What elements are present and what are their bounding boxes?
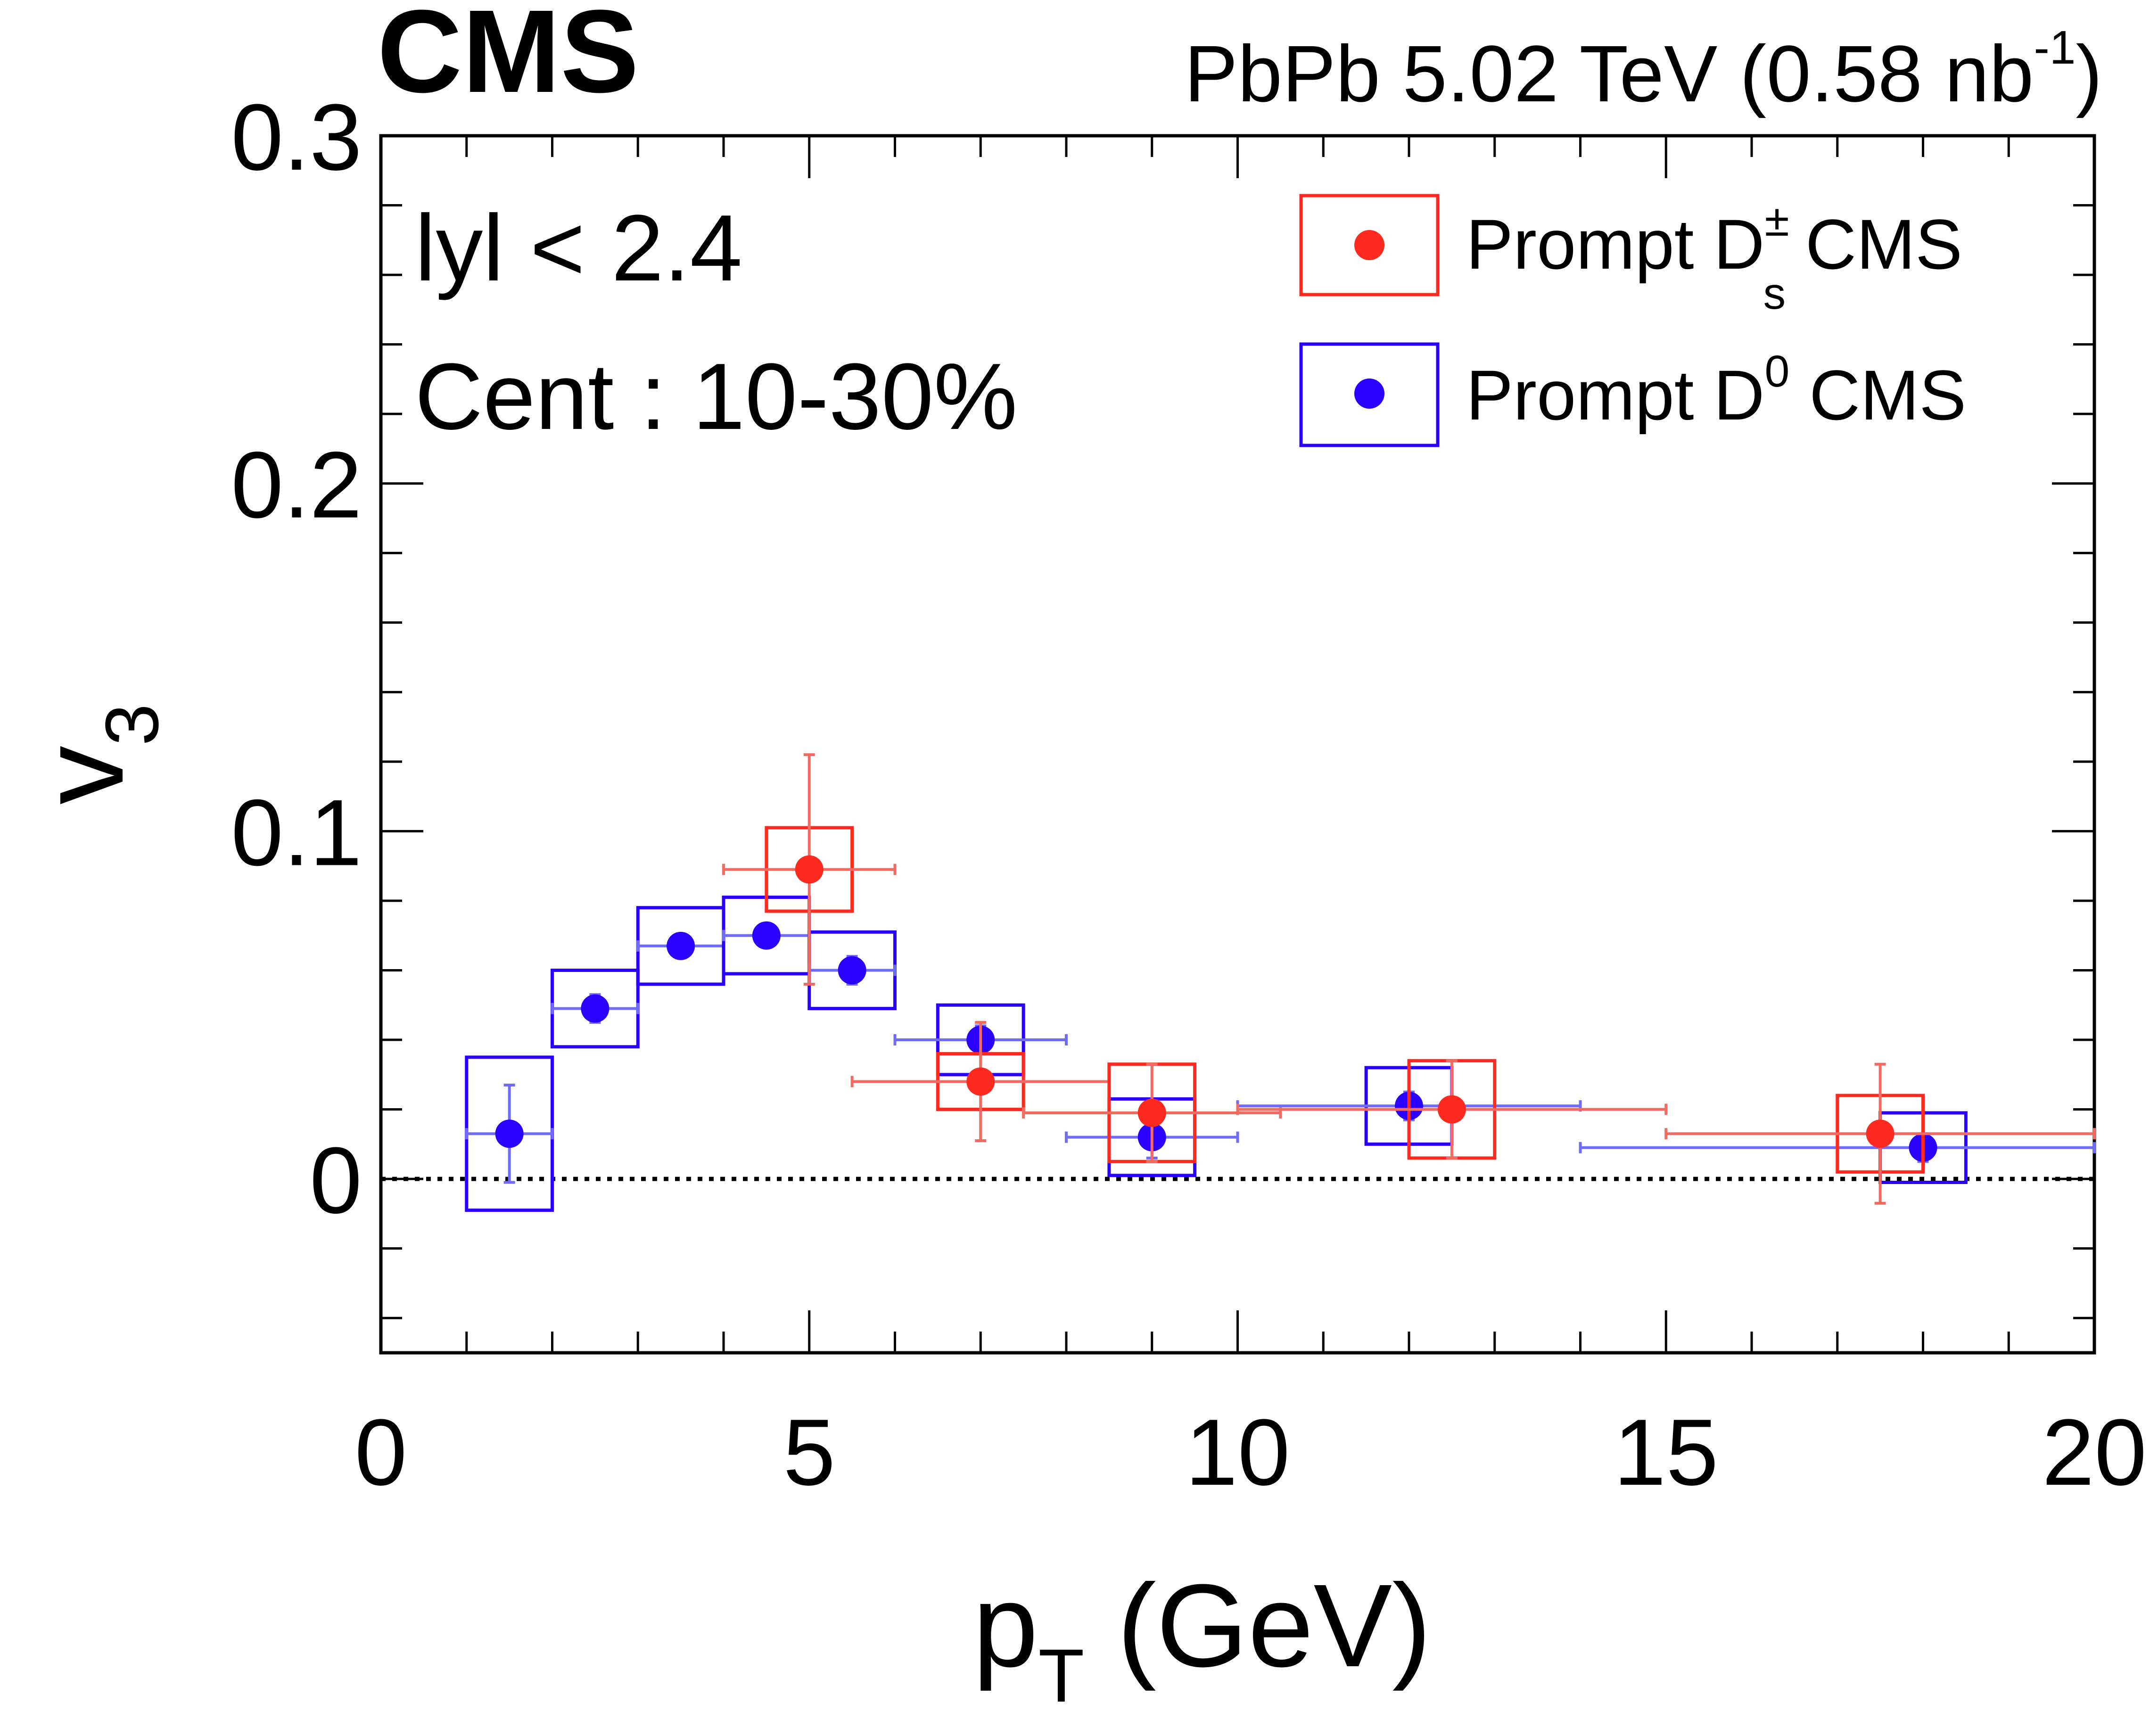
x-axis-title-main: p (973, 1560, 1038, 1691)
x-tick-label: 20 (2042, 1400, 2147, 1505)
series-ds (722, 753, 2096, 1205)
y-axis-title-main: v (16, 746, 148, 805)
y-tick-label: 0.2 (231, 433, 362, 538)
axes-layer: 0 5 10 15 20 0 0.1 0.2 0.3 (231, 85, 2147, 1505)
data-point-d0 (495, 1119, 524, 1148)
y-tick-label: 0 (310, 1128, 362, 1233)
legend-marker-ds (1354, 230, 1384, 260)
legend-label-d0-sup: 0 (1764, 346, 1789, 396)
data-point-ds (1137, 1098, 1166, 1127)
data-point-d0 (581, 994, 610, 1023)
x-axis-title-unit: (GeV) (1084, 1560, 1431, 1691)
legend-box-ds (1299, 194, 1440, 296)
x-axis-title-sub: T (1038, 1633, 1085, 1718)
x-tick-label: 0 (354, 1400, 407, 1505)
data-point-d0 (838, 956, 866, 985)
y-tick-label: 0.3 (231, 85, 362, 190)
series-d0 (465, 896, 2096, 1212)
legend-marker-d0 (1354, 378, 1384, 409)
x-tick-label: 10 (1185, 1400, 1290, 1505)
data-point-ds (1866, 1119, 1895, 1148)
svg-text:v3: v3 (16, 704, 174, 805)
experiment-label: CMS (377, 0, 639, 117)
marks-layer (465, 753, 2096, 1212)
y-tick-label: 0.1 (231, 780, 362, 885)
data-point-ds (966, 1067, 995, 1096)
centrality-annotation: Cent : 10-30% (415, 344, 1018, 449)
legend-label-d0-suffix: CMS (1789, 355, 1966, 435)
legend-entry-ds: Prompt D± s CMS (1299, 194, 1962, 319)
x-tick-label: 5 (783, 1400, 835, 1505)
lumi-exponent: -1 (2034, 21, 2076, 74)
legend-entry-d0: Prompt D0 CMS (1299, 342, 1966, 447)
collision-info: PbPb 5.02 TeV (0.58 nb-1) (1184, 21, 2102, 119)
legend-label-ds-prefix: Prompt D (1466, 205, 1764, 284)
rapidity-annotation: lyl < 2.4 (415, 196, 742, 301)
data-point-d0 (667, 931, 695, 960)
legend-label-d0: Prompt D0 CMS (1466, 346, 1966, 435)
y-axis-title-sub: 3 (90, 704, 174, 746)
legend-label-d0-prefix: Prompt D (1466, 355, 1764, 435)
legend-label-ds-sub: s (1763, 269, 1786, 319)
collision-prefix: PbPb 5.02 TeV (0.58 nb (1184, 29, 2034, 119)
x-tick-label: 15 (1614, 1400, 1718, 1505)
legend-label-ds-suffix: CMS (1786, 205, 1962, 284)
legend-label-ds-sup: ± (1764, 196, 1789, 246)
legend-box-d0 (1299, 342, 1440, 447)
y-axis-title: v3 (16, 704, 174, 805)
data-point-ds (795, 855, 824, 884)
data-point-ds (1437, 1095, 1466, 1124)
legend-label-ds: Prompt D± s CMS (1466, 196, 1962, 319)
data-point-d0 (752, 921, 781, 950)
x-axis-title: pT (GeV) (973, 1560, 1432, 1718)
legend: Prompt D± s CMS Prompt D0 CMS (1299, 194, 1966, 447)
collision-suffix: ) (2076, 29, 2102, 119)
